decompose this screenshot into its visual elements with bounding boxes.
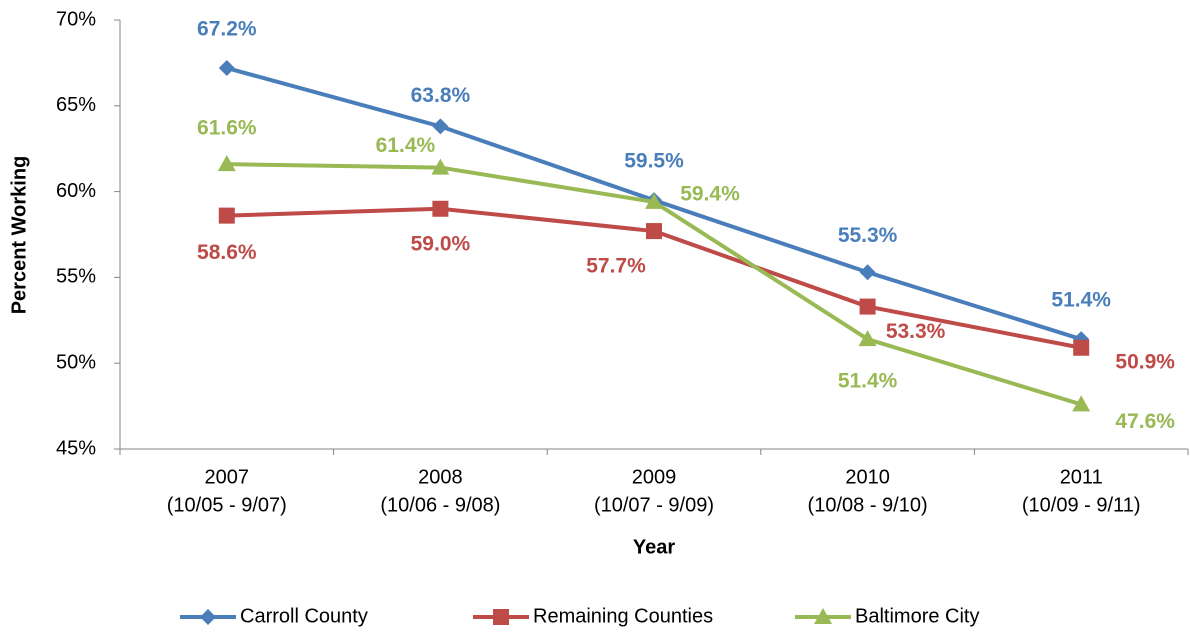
marker (432, 118, 449, 135)
marker (218, 207, 235, 224)
data-label: 57.7% (586, 255, 646, 278)
marker (859, 298, 876, 315)
y-tick-label: 50% (56, 351, 96, 373)
data-label: 59.0% (411, 232, 471, 255)
y-tick-label: 45% (56, 437, 96, 459)
data-label: 63.8% (411, 84, 471, 107)
data-label: 55.3% (838, 224, 898, 247)
marker (646, 223, 662, 240)
marker (217, 155, 236, 172)
marker (858, 330, 877, 347)
data-label: 51.4% (1051, 289, 1111, 312)
marker (859, 264, 876, 281)
y-tick-label: 60% (56, 180, 96, 202)
y-tick-label: 55% (56, 266, 96, 288)
x-tick-label: 2008 (418, 466, 463, 488)
marker (493, 609, 509, 625)
x-axis-label: Year (633, 536, 675, 558)
data-label: 47.6% (1115, 410, 1175, 433)
legend-label: Carroll County (240, 605, 368, 627)
marker (432, 200, 449, 217)
marker (431, 158, 450, 175)
marker (645, 192, 663, 209)
y-tick-label: 65% (56, 94, 96, 116)
data-label: 67.2% (197, 18, 257, 41)
x-tick-label: (10/08 - 9/10) (808, 494, 928, 516)
x-tick-label: 2007 (205, 466, 250, 488)
marker (1072, 395, 1091, 412)
marker (200, 609, 216, 625)
y-tick-label: 70% (56, 8, 96, 30)
x-tick-label: 2011 (1060, 466, 1103, 488)
x-tick-label: (10/07 - 9/09) (594, 494, 714, 516)
x-tick-label: (10/06 - 9/08) (380, 494, 500, 516)
y-axis-label: Percent Working (8, 156, 30, 315)
legend-label: Remaining Counties (533, 605, 713, 627)
marker (218, 60, 235, 77)
data-label: 59.4% (680, 182, 740, 205)
data-label: 53.3% (886, 320, 946, 343)
data-label: 61.6% (197, 117, 257, 140)
x-tick-label: 2010 (845, 466, 890, 488)
legend-label: Baltimore City (855, 605, 979, 627)
x-tick-label: 2009 (632, 466, 677, 488)
x-tick-label: (10/05 - 9/07) (167, 494, 287, 516)
marker (1073, 339, 1090, 356)
data-label: 59.5% (624, 150, 684, 173)
data-label: 50.9% (1115, 350, 1175, 373)
data-label: 61.4% (376, 134, 436, 157)
marker (814, 608, 832, 624)
x-tick-label: (10/09 - 9/11) (1022, 494, 1141, 516)
data-label: 51.4% (838, 370, 898, 393)
data-label: 58.6% (197, 241, 257, 264)
